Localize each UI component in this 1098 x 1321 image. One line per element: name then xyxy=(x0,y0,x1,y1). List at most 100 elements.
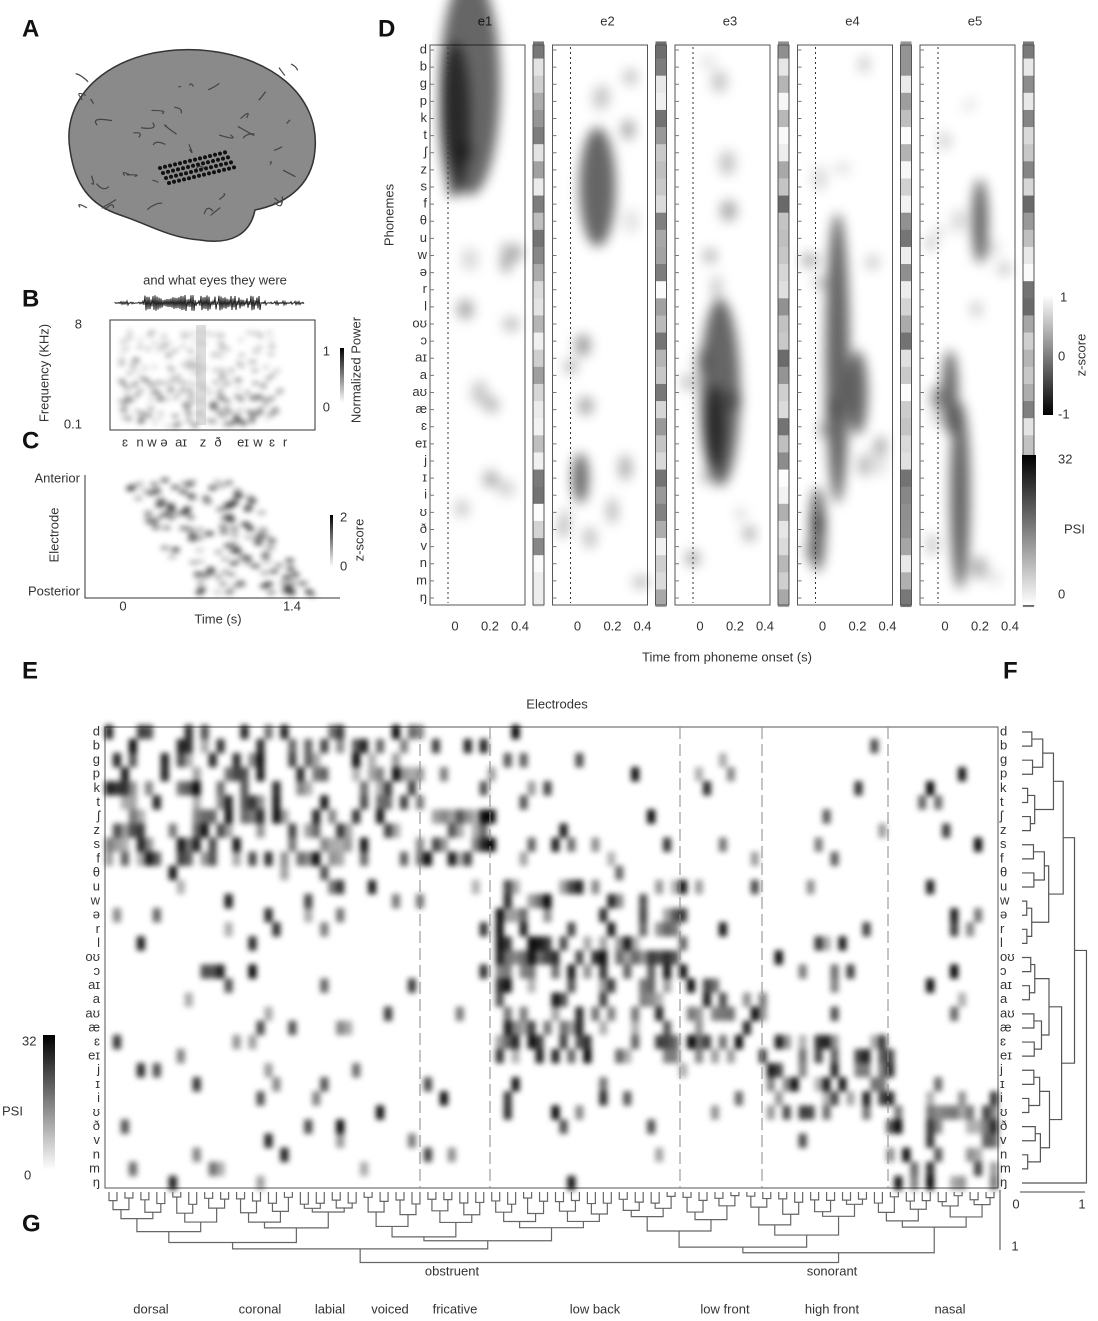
heatmap-cell xyxy=(136,823,145,838)
heatmap-cell xyxy=(687,1006,695,1021)
phoneme-label: ɔ xyxy=(1000,963,1007,978)
x-tick-label: 0.2 xyxy=(603,618,621,633)
heatmap-cell xyxy=(583,936,592,951)
raster-cell xyxy=(279,581,288,586)
phoneme-label: aɪ xyxy=(1000,977,1012,992)
heatmap-cell xyxy=(830,1049,839,1064)
raster-cell xyxy=(266,545,275,550)
heatmap-cell xyxy=(200,809,209,824)
heatmap-cell xyxy=(224,795,233,810)
heatmap-cell xyxy=(248,936,257,951)
heatmap-cell xyxy=(376,739,385,754)
heatmap-cell xyxy=(575,1035,584,1050)
raster-cell xyxy=(308,592,317,597)
group-label: sonorant xyxy=(807,1263,858,1278)
heatmap-cell xyxy=(926,1091,935,1106)
heatmap-blob xyxy=(813,514,825,533)
dendrogram-link xyxy=(590,1203,608,1215)
heatmap-cell xyxy=(519,1020,528,1035)
phoneme-label: ʊ xyxy=(1000,1104,1007,1119)
dendrogram-link xyxy=(630,1208,664,1218)
heatmap-cell xyxy=(607,894,616,909)
dendrogram-link xyxy=(1027,1133,1041,1163)
psi-strip-cell xyxy=(655,401,667,419)
heatmap-cell xyxy=(503,978,512,993)
x-axis-label: Time (s) xyxy=(194,611,241,626)
electrode-dot xyxy=(173,162,177,167)
heatmap-cell xyxy=(647,950,656,965)
heatmap-cell xyxy=(455,851,464,866)
brain-sulcus xyxy=(151,109,165,115)
dendrogram-link xyxy=(1022,956,1032,973)
electrode-dot xyxy=(223,150,227,155)
heatmap-cell xyxy=(703,781,711,796)
raster-cell xyxy=(218,581,227,586)
heatmap-cell xyxy=(336,739,345,754)
electrode-dot xyxy=(178,161,182,166)
raster-cell xyxy=(195,548,204,553)
heatmap-cell xyxy=(918,795,927,810)
heatmap-cell xyxy=(934,795,943,810)
heatmap-blob xyxy=(736,508,745,520)
dendrogram-link xyxy=(822,1204,856,1217)
dendrogram-link xyxy=(503,1212,537,1223)
psi-strip-cell xyxy=(1023,401,1034,419)
heatmap-cell xyxy=(639,922,648,937)
heatmap-cell xyxy=(503,1091,512,1106)
spectrogram-cell xyxy=(155,391,162,395)
feature-label: coronal xyxy=(239,1301,282,1316)
brain-sulcus xyxy=(188,83,194,87)
spectrogram-cell xyxy=(132,357,139,361)
dendrogram-link xyxy=(124,1192,134,1199)
phoneme-label: s xyxy=(1000,836,1007,851)
heatmap-cell xyxy=(711,1006,719,1021)
heatmap-cell xyxy=(336,823,345,838)
dendrogram-link xyxy=(1022,872,1035,888)
heatmap-cell xyxy=(296,851,305,866)
heatmap-cell xyxy=(376,767,385,782)
phoneme-label: ə xyxy=(93,907,100,922)
psi-strip-cell xyxy=(533,572,544,590)
heatmap-cell xyxy=(264,851,273,866)
spectrogram-cell xyxy=(274,391,281,395)
panel-label: D xyxy=(378,15,395,42)
heatmap-cell xyxy=(559,880,568,895)
heatmap-cell xyxy=(288,1020,297,1035)
raster-cell xyxy=(207,570,216,575)
heatmap-blob xyxy=(456,140,474,163)
heatmap-blob xyxy=(705,384,725,469)
dendrogram-link xyxy=(857,1192,868,1200)
dendrogram-link xyxy=(220,1192,230,1200)
spectrogram-cell xyxy=(147,383,154,387)
dendrogram-link xyxy=(985,1192,995,1199)
phoneme-label: l xyxy=(1000,935,1003,950)
heatmap-cell xyxy=(176,781,185,796)
spectrogram-cell xyxy=(174,379,181,383)
psi-strip-cell xyxy=(533,435,544,453)
heatmap-cell xyxy=(886,1147,895,1162)
heatmap-cell xyxy=(200,964,209,979)
heatmap-blob xyxy=(942,133,952,149)
raster-cell xyxy=(180,509,189,514)
spectrogram-cell xyxy=(169,375,176,379)
spectrogram-cell xyxy=(234,416,241,420)
dendrogram-link xyxy=(335,1200,353,1209)
heatmap-blob xyxy=(930,225,947,238)
heatmap-cell xyxy=(910,1161,919,1176)
heatmap-cell xyxy=(527,978,536,993)
heatmap-cell xyxy=(304,781,313,796)
psi-strip-cell xyxy=(1023,212,1034,231)
heatmap-cell xyxy=(264,1063,273,1078)
colorbar-label: 0 xyxy=(1058,348,1065,363)
heatmap-cell xyxy=(256,767,265,782)
raster-cell xyxy=(227,518,236,523)
raster-cell xyxy=(171,547,180,552)
raster-cell xyxy=(166,504,175,509)
brain-sulcus xyxy=(278,67,286,76)
psi-strip-cell xyxy=(778,298,789,316)
phoneme-label: n xyxy=(93,1146,100,1161)
raster-cell xyxy=(145,519,154,524)
electrode-dot xyxy=(199,167,203,172)
heatmap-cell xyxy=(679,936,688,951)
psi-strip-cell xyxy=(655,264,667,282)
